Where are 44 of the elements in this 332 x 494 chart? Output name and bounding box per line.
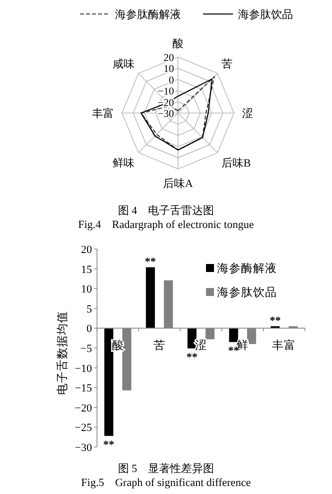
y-axis-title: 电子舌数据均值 [56,311,69,395]
bar [104,328,114,436]
y-tick-label: 0 [86,323,92,336]
y-tick-label: −10 [158,86,174,98]
y-tick-label: 20 [164,53,174,64]
spoke-label: 咸味 [112,58,135,71]
annotation: ** [103,438,115,451]
spoke-label: 涩 [242,108,253,120]
spoke-label: 鲜味 [112,156,135,170]
legend-label: 海参肽酶解液 [115,8,181,21]
annotation: ** [186,351,198,364]
y-tick-label: −5 [80,343,92,355]
legend-label: 海参酶解液 [217,261,277,275]
x-tick-label: 鲜 [236,339,249,352]
y-tick-label: 10 [81,284,92,296]
annotation: ** [144,256,156,268]
y-tick-label: 20 [81,244,92,256]
y-tick-label: 10 [164,64,174,76]
caption: 图 5 显著性差异图 [118,462,214,475]
y-tick-label: 5 [86,303,92,316]
spoke-label: 后味A [163,177,194,190]
legend-label: 海参肽饮品 [217,286,277,299]
y-tick-label: −20 [74,402,92,414]
bar [229,328,238,342]
caption: 图 4 电子舌雷达图 [118,204,214,217]
x-tick-label: 苦 [153,339,166,352]
y-tick-label: −15 [74,382,92,395]
y-tick-label: −25 [74,422,92,434]
spoke-label: 丰富 [92,107,114,120]
y-tick-label: −30 [74,442,92,454]
x-tick-label: 涩 [195,339,207,352]
caption: Fig.4 Radargraph of electronic tongue [78,219,254,231]
y-tick-label: 0 [168,75,174,86]
y-tick-label: −30 [158,109,174,120]
spoke-label: 苦 [221,58,232,71]
y-tick-label: −10 [74,362,92,375]
caption: Fig.5 Graph of significant difference [81,477,251,489]
legend-label: 海参肽饮品 [238,8,293,21]
spoke-label: 酸 [172,38,184,50]
bar [146,267,155,328]
annotation: ** [270,315,282,328]
y-tick-label: 15 [81,264,92,276]
spoke-label: 后味B [221,156,251,170]
x-tick-label: 丰富 [272,338,296,352]
